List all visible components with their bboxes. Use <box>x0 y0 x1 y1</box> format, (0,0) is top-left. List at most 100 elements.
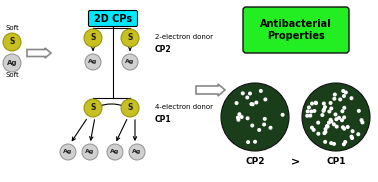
Circle shape <box>330 107 333 110</box>
Circle shape <box>85 54 101 70</box>
Circle shape <box>84 99 102 117</box>
Text: Ag: Ag <box>110 149 119 155</box>
Circle shape <box>330 120 333 123</box>
Circle shape <box>242 92 244 95</box>
Circle shape <box>237 118 240 121</box>
Text: CP1: CP1 <box>155 116 172 124</box>
Circle shape <box>324 131 327 133</box>
Circle shape <box>269 126 272 129</box>
Circle shape <box>251 103 254 106</box>
Circle shape <box>308 106 310 109</box>
Circle shape <box>237 116 239 119</box>
Text: >: > <box>291 157 300 167</box>
FancyBboxPatch shape <box>243 7 349 53</box>
Text: S: S <box>127 33 133 43</box>
Circle shape <box>313 110 316 112</box>
Circle shape <box>84 29 102 47</box>
Text: 2-electron donor: 2-electron donor <box>155 34 213 40</box>
Text: Ag: Ag <box>125 60 135 64</box>
Circle shape <box>246 96 249 99</box>
Circle shape <box>307 110 309 113</box>
Circle shape <box>358 110 360 112</box>
Circle shape <box>249 92 251 95</box>
Circle shape <box>311 102 313 105</box>
Circle shape <box>254 141 256 143</box>
Circle shape <box>335 125 338 128</box>
Circle shape <box>329 118 332 121</box>
Text: Soft: Soft <box>5 72 19 78</box>
Circle shape <box>310 110 313 113</box>
Circle shape <box>315 102 317 104</box>
Circle shape <box>264 98 266 101</box>
FancyArrow shape <box>196 84 225 96</box>
Text: Ag: Ag <box>7 60 17 66</box>
Circle shape <box>342 126 344 128</box>
Circle shape <box>328 110 331 113</box>
Circle shape <box>235 102 238 104</box>
Circle shape <box>360 119 363 121</box>
Circle shape <box>343 106 345 109</box>
Circle shape <box>322 108 325 111</box>
Text: Antibacterial
Properties: Antibacterial Properties <box>260 19 332 41</box>
Circle shape <box>324 128 327 130</box>
Circle shape <box>346 126 349 128</box>
Circle shape <box>341 119 343 122</box>
Circle shape <box>281 113 284 116</box>
Circle shape <box>122 54 138 70</box>
Text: Ag: Ag <box>132 149 142 155</box>
Circle shape <box>322 110 325 112</box>
Text: Ag: Ag <box>85 149 94 155</box>
Circle shape <box>350 135 353 138</box>
Circle shape <box>326 125 328 127</box>
Circle shape <box>338 116 340 119</box>
Circle shape <box>324 106 326 108</box>
Circle shape <box>328 121 330 124</box>
Circle shape <box>251 124 254 127</box>
Circle shape <box>121 99 139 117</box>
Circle shape <box>129 144 145 160</box>
Circle shape <box>260 90 262 92</box>
Circle shape <box>263 123 265 126</box>
Circle shape <box>255 101 258 104</box>
Text: Soft: Soft <box>5 25 19 31</box>
Text: CP2: CP2 <box>245 157 265 167</box>
Circle shape <box>247 141 249 143</box>
Circle shape <box>3 54 21 72</box>
Circle shape <box>323 132 326 134</box>
Circle shape <box>342 95 345 97</box>
Circle shape <box>351 137 353 139</box>
Circle shape <box>221 83 289 151</box>
Circle shape <box>330 142 333 144</box>
Circle shape <box>333 123 335 126</box>
Circle shape <box>326 125 329 128</box>
Text: S: S <box>90 33 96 43</box>
Circle shape <box>344 141 347 143</box>
Text: CP2: CP2 <box>155 46 172 54</box>
Circle shape <box>333 143 335 145</box>
Circle shape <box>344 91 347 94</box>
Circle shape <box>351 130 354 132</box>
Circle shape <box>82 144 98 160</box>
Circle shape <box>322 102 325 105</box>
Circle shape <box>312 128 315 131</box>
Text: Ag: Ag <box>88 60 98 64</box>
Circle shape <box>342 143 345 146</box>
Circle shape <box>311 126 313 129</box>
Text: S: S <box>90 104 96 112</box>
Circle shape <box>3 33 21 51</box>
Circle shape <box>321 114 324 116</box>
Circle shape <box>309 114 311 117</box>
FancyArrow shape <box>27 48 51 58</box>
Text: CP1: CP1 <box>326 157 346 167</box>
Circle shape <box>335 118 338 120</box>
Circle shape <box>60 144 76 160</box>
Circle shape <box>317 132 320 135</box>
Text: Ag: Ag <box>64 149 73 155</box>
Circle shape <box>258 129 260 131</box>
Text: 4-electron donor: 4-electron donor <box>155 104 213 110</box>
Circle shape <box>324 141 327 143</box>
Circle shape <box>238 113 241 116</box>
Circle shape <box>357 133 359 136</box>
FancyBboxPatch shape <box>88 11 138 27</box>
Circle shape <box>334 113 337 116</box>
